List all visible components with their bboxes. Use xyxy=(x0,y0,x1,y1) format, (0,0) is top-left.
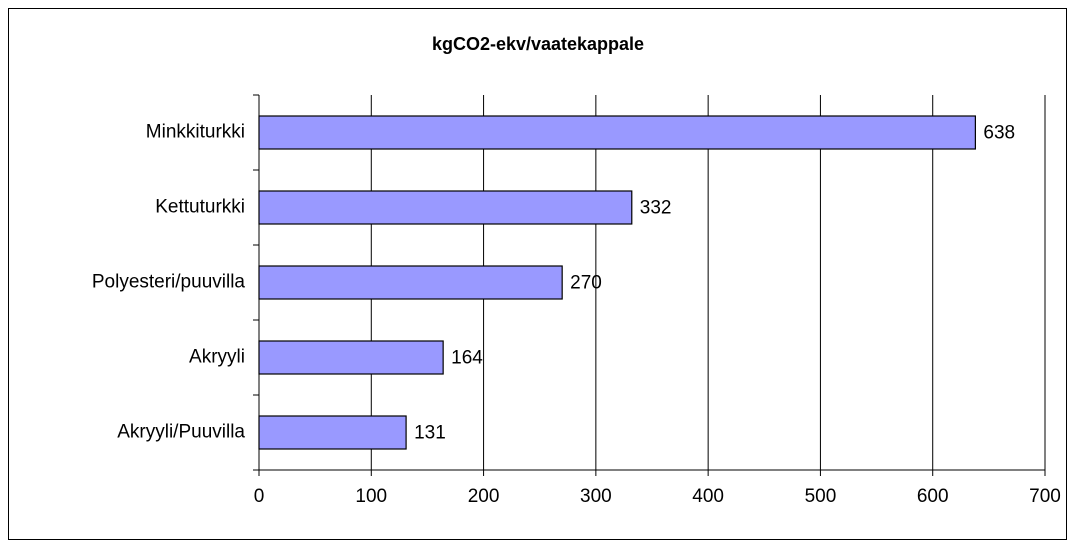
x-tick-label: 500 xyxy=(805,486,837,507)
x-tick-label: 400 xyxy=(692,486,724,507)
y-tick-label: Polyesteri/puuvilla xyxy=(92,272,246,293)
x-tick-label: 700 xyxy=(1029,486,1061,507)
x-tick-label: 300 xyxy=(580,486,612,507)
chart-title: kgCO2-ekv/vaatekappale xyxy=(432,34,644,54)
x-tick-label: 0 xyxy=(254,486,265,507)
data-label: 638 xyxy=(983,123,1015,144)
y-tick-label: Minkkiturkki xyxy=(146,122,245,143)
y-tick-label: Akryyli xyxy=(189,347,245,368)
bar xyxy=(258,190,633,225)
data-label: 164 xyxy=(451,348,483,369)
bar xyxy=(258,415,407,450)
data-label: 332 xyxy=(640,198,672,219)
x-tick-label: 200 xyxy=(468,486,500,507)
data-label: 270 xyxy=(570,273,602,294)
data-label: 131 xyxy=(414,423,446,444)
bar xyxy=(258,265,563,300)
y-tick-label: Kettuturkki xyxy=(155,197,245,218)
bar xyxy=(258,340,444,375)
x-tick-label: 100 xyxy=(355,486,387,507)
x-tick-label: 600 xyxy=(917,486,949,507)
y-tick-label: Akryyli/Puuvilla xyxy=(117,422,245,443)
bar xyxy=(258,115,976,150)
